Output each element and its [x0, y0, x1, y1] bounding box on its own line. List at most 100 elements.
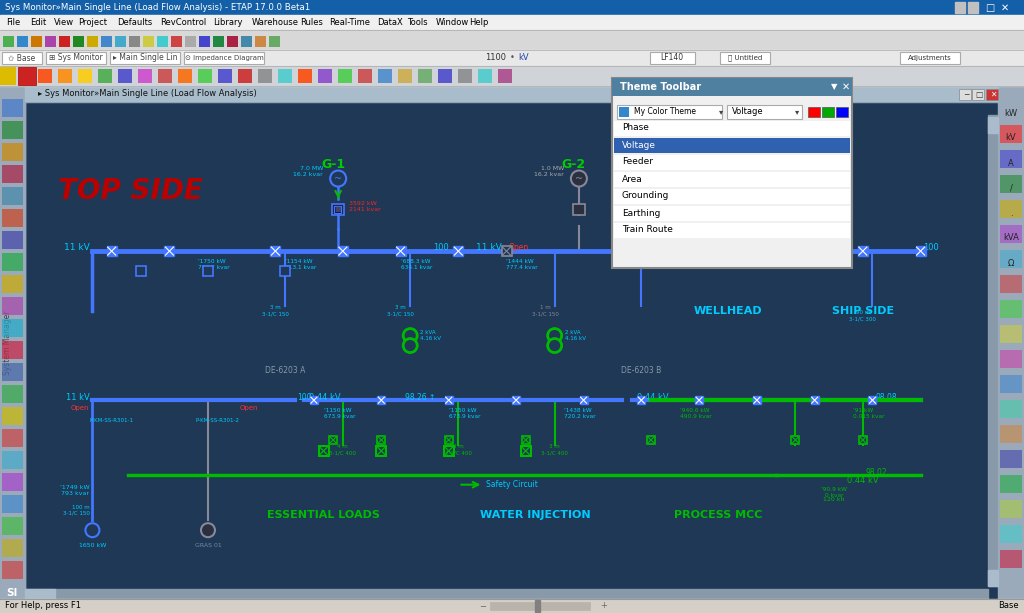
- Circle shape: [85, 524, 99, 537]
- Text: DE-6203 A: DE-6203 A: [265, 366, 305, 375]
- Bar: [695, 396, 703, 404]
- Bar: [0, 67, 16, 85]
- Bar: [959, 89, 971, 100]
- Text: P-KM-SS-R301-1: P-KM-SS-R301-1: [90, 417, 134, 422]
- Text: ✕: ✕: [1000, 2, 1009, 12]
- Bar: [580, 396, 588, 404]
- Circle shape: [548, 338, 561, 352]
- Bar: [25, 589, 988, 599]
- Text: 1 m
3-1/C 150: 1 m 3-1/C 150: [531, 305, 558, 316]
- Bar: [376, 446, 386, 456]
- Bar: [1000, 250, 1022, 268]
- Bar: [988, 570, 998, 586]
- Text: Window: Window: [435, 18, 469, 27]
- Text: 1650 kW: 1650 kW: [79, 543, 106, 547]
- Text: ⊙ Impedance Diagram: ⊙ Impedance Diagram: [184, 55, 263, 61]
- Text: G-3: G-3: [774, 158, 798, 171]
- Text: Open: Open: [240, 405, 258, 411]
- Circle shape: [548, 329, 561, 343]
- Bar: [512, 396, 520, 404]
- Bar: [478, 69, 492, 83]
- Text: ■: ■: [335, 205, 341, 211]
- Text: 2 kVA
4.16 kV: 2 kVA 4.16 kV: [564, 330, 586, 341]
- Circle shape: [330, 170, 346, 186]
- Bar: [915, 246, 926, 256]
- Bar: [2, 539, 23, 557]
- Bar: [986, 89, 998, 100]
- Bar: [1000, 325, 1022, 343]
- Bar: [2, 121, 23, 139]
- Text: DE-6203 B: DE-6203 B: [622, 366, 662, 375]
- Text: Base: Base: [998, 601, 1019, 611]
- Bar: [45, 36, 56, 47]
- Bar: [298, 69, 312, 83]
- Bar: [2, 297, 23, 315]
- Bar: [0, 66, 1024, 86]
- Text: ▸ Sys Monitor»Main Single Line (Load Flow Analysis): ▸ Sys Monitor»Main Single Line (Load Flo…: [38, 89, 257, 99]
- Text: Project: Project: [79, 18, 108, 27]
- Text: 4 m
3-1/C 400: 4 m 3-1/C 400: [444, 444, 472, 455]
- Bar: [338, 246, 348, 256]
- Bar: [572, 204, 585, 215]
- Bar: [418, 69, 432, 83]
- Text: Safety Circuit: Safety Circuit: [486, 480, 539, 489]
- Bar: [614, 121, 850, 136]
- Text: 0.44 kV: 0.44 kV: [637, 393, 669, 402]
- Bar: [498, 69, 512, 83]
- Text: ESSENTIAL LOADS: ESSENTIAL LOADS: [267, 509, 380, 519]
- Bar: [2, 52, 42, 64]
- Text: SHIP SIDE: SHIP SIDE: [831, 306, 894, 316]
- Bar: [822, 107, 834, 117]
- Bar: [171, 36, 182, 47]
- Bar: [1000, 425, 1022, 443]
- Text: kV: kV: [518, 53, 528, 63]
- Text: 100: 100: [924, 243, 939, 251]
- Bar: [868, 396, 877, 404]
- Text: 7.0 MW
16.2 kvar: 7.0 MW 16.2 kvar: [746, 166, 776, 177]
- Text: System Manager: System Manager: [3, 311, 12, 375]
- Text: 100 m
3-1/C 150: 100 m 3-1/C 150: [62, 504, 89, 516]
- Text: G-2: G-2: [562, 158, 586, 171]
- Bar: [115, 36, 126, 47]
- Text: '1749 kW
793 kvar: '1749 kW 793 kvar: [59, 485, 89, 495]
- Bar: [378, 69, 392, 83]
- Bar: [106, 246, 117, 256]
- Bar: [438, 69, 452, 83]
- Text: '1438 kW
720.2 kvar: '1438 kW 720.2 kvar: [564, 408, 596, 419]
- Bar: [17, 36, 28, 47]
- Bar: [3, 36, 14, 47]
- Text: 2 kVA
4.16 kV: 2 kVA 4.16 kV: [420, 330, 441, 341]
- Bar: [2, 495, 23, 513]
- Text: G-1: G-1: [322, 158, 345, 171]
- Text: +: +: [600, 601, 607, 611]
- Bar: [278, 69, 292, 83]
- Text: Rules: Rules: [300, 18, 324, 27]
- Bar: [338, 69, 352, 83]
- Text: Train Route: Train Route: [622, 226, 673, 235]
- Bar: [1000, 475, 1022, 493]
- Text: ~: ~: [786, 173, 795, 183]
- Bar: [1000, 175, 1022, 193]
- Text: '90.9 kW
0 kvar: '90.9 kW 0 kvar: [821, 487, 847, 498]
- Text: Warehouse: Warehouse: [252, 18, 299, 27]
- Bar: [490, 602, 590, 610]
- Bar: [614, 189, 850, 204]
- Text: 98.26 ↑: 98.26 ↑: [404, 393, 435, 402]
- Circle shape: [403, 338, 417, 352]
- Bar: [900, 52, 961, 64]
- Bar: [110, 52, 180, 64]
- Bar: [87, 36, 98, 47]
- Bar: [727, 105, 802, 119]
- Bar: [443, 446, 454, 456]
- Text: 120 kh: 120 kh: [823, 497, 845, 502]
- Circle shape: [201, 524, 215, 537]
- Bar: [2, 407, 23, 425]
- Text: Theme Toolbar: Theme Toolbar: [620, 82, 701, 92]
- Text: Library: Library: [214, 18, 243, 27]
- Text: 0.44 kV: 0.44 kV: [847, 476, 879, 485]
- Bar: [329, 436, 337, 444]
- Bar: [2, 517, 23, 535]
- Text: 90 m
3-1/C 300: 90 m 3-1/C 300: [849, 310, 877, 321]
- Bar: [614, 138, 850, 153]
- Bar: [143, 36, 154, 47]
